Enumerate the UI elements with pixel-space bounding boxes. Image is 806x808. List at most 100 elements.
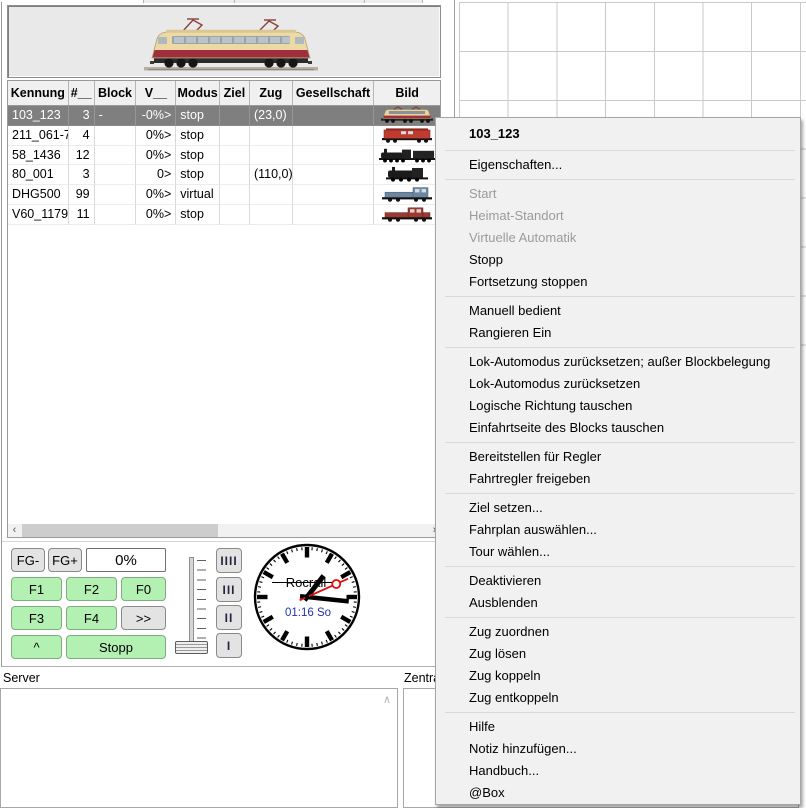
speed-step-button-IIII[interactable]: IIII <box>216 548 242 573</box>
cell-nr: 3 <box>68 165 95 186</box>
speed-step-button-II[interactable]: II <box>216 605 242 630</box>
locomotive-context-menu: 103_123 Eigenschaften... Start Heimat-Stan… <box>435 117 801 805</box>
column-header-kennung[interactable]: Kennung <box>8 81 69 105</box>
f1-button[interactable]: F1 <box>11 577 62 601</box>
cell-nr: 99 <box>68 185 95 205</box>
menu-item-rangieren-ein[interactable]: Rangieren Ein <box>469 325 552 340</box>
horizontal-scrollbar[interactable]: ‹ › <box>8 524 441 537</box>
f2-button[interactable]: F2 <box>66 577 117 601</box>
cell-bild <box>374 126 441 146</box>
menu-separator <box>445 493 795 494</box>
table-row-DHG500[interactable]: DHG500 99 0%> virtual <box>8 185 441 205</box>
menu-item-fahrtregler-freigeben[interactable]: Fahrtregler freigeben <box>469 471 591 486</box>
cell-zug <box>249 125 293 146</box>
column-header-modus[interactable]: Modus <box>176 81 221 105</box>
cell-block <box>94 165 137 186</box>
table-row-80_001[interactable]: 80_001 3 0> stop (110,0) <box>8 165 441 186</box>
menu-item-lok-automodus-zurücksetzen[interactable]: Lok-Automodus zurücksetzen <box>469 376 641 391</box>
menu-item-start: Start <box>469 186 497 201</box>
cell-modus: stop <box>176 125 221 146</box>
direction-caret-button[interactable]: ^ <box>11 635 62 659</box>
menu-item-manuell-bedient[interactable]: Manuell bedient <box>469 303 561 318</box>
column-header-ziel[interactable]: Ziel <box>220 81 250 105</box>
locomotive-br103-image <box>144 18 318 71</box>
column-header-nr[interactable]: #__ <box>69 81 95 105</box>
tab-divider <box>364 0 365 3</box>
stop-button[interactable]: Stopp <box>66 635 166 659</box>
menu-item-@box[interactable]: @Box <box>469 785 505 800</box>
scroll-up-arrow-icon[interactable]: ∧ <box>382 694 391 706</box>
table-row-103_123[interactable]: 103_123 3- -0%> stop (23,0) <box>8 106 441 126</box>
speed-display: 0% <box>86 548 166 572</box>
cell-bild <box>374 146 441 166</box>
menu-item-deaktivieren[interactable]: Deaktivieren <box>469 573 542 588</box>
cell-ziel <box>220 125 250 146</box>
cell-kennung: 211_061-7 <box>8 125 69 146</box>
column-header-zug[interactable]: Zug <box>250 81 293 105</box>
scroll-right-arrow-icon[interactable]: › <box>428 524 441 537</box>
column-header-v[interactable]: V__ <box>136 81 177 105</box>
menu-item-logische-richtung-tauschen[interactable]: Logische Richtung tauschen <box>469 398 633 413</box>
table-row-V60_1179[interactable]: V60_1179 11 0%> stop <box>8 204 441 225</box>
cell-v: 0%> <box>136 204 177 225</box>
menu-item-hilfe[interactable]: Hilfe <box>469 719 496 734</box>
menu-item-eigenschaften[interactable]: Eigenschaften... <box>469 157 563 172</box>
f0-button[interactable]: F0 <box>121 577 166 601</box>
menu-item-handbuch[interactable]: Handbuch... <box>469 763 540 778</box>
more-functions-button[interactable]: >> <box>121 606 166 630</box>
tab-strip-remnant <box>143 0 423 3</box>
cell-modus: stop <box>176 165 221 186</box>
loco-steam-tank-black <box>386 167 429 182</box>
menu-item-ausblenden[interactable]: Ausblenden <box>469 595 538 610</box>
speed-step-button-III[interactable]: III <box>216 577 242 602</box>
cell-modus: stop <box>176 204 221 225</box>
cell-gesellschaft <box>292 145 375 166</box>
menu-item-fahrplan-auswählen[interactable]: Fahrplan auswählen... <box>469 522 597 537</box>
menu-item-bereitstellen-für-regler[interactable]: Bereitstellen für Regler <box>469 449 602 464</box>
column-header-block[interactable]: Block <box>95 81 137 105</box>
menu-item-zug-zuordnen[interactable]: Zug zuordnen <box>469 624 550 639</box>
scrollbar-thumb[interactable] <box>22 524 218 537</box>
column-header-gesellschaft[interactable]: Gesellschaft <box>293 81 375 105</box>
table-row-211_061-7[interactable]: 211_061-7 4 0%> stop <box>8 125 441 146</box>
menu-item-zug-lösen[interactable]: Zug lösen <box>469 646 527 661</box>
speed-slider-thumb[interactable] <box>175 641 208 654</box>
table-row-58_1436[interactable]: 58_1436 12 0%> stop <box>8 145 441 166</box>
menu-item-zug-koppeln[interactable]: Zug koppeln <box>469 668 541 683</box>
cell-bild <box>374 165 441 186</box>
cell-kennung: V60_1179 <box>8 204 69 225</box>
menu-item-ziel-setzen[interactable]: Ziel setzen... <box>469 500 543 515</box>
cell-gesellschaft <box>292 185 375 205</box>
cell-v: 0%> <box>136 125 177 146</box>
menu-item-zug-entkoppeln[interactable]: Zug entkoppeln <box>469 690 559 705</box>
fg-plus-button[interactable]: FG+ <box>48 548 82 572</box>
menu-item-stopp[interactable]: Stopp <box>469 252 503 267</box>
menu-item-notiz-hinzufügen[interactable]: Notiz hinzufügen... <box>469 741 577 756</box>
cell-ziel <box>220 204 250 225</box>
cell-v: 0%> <box>136 145 177 166</box>
speed-step-button-I[interactable]: I <box>216 633 242 658</box>
tab-divider <box>234 0 235 3</box>
menu-item-einfahrtseite-des-blocks-tauschen[interactable]: Einfahrtseite des Blocks tauschen <box>469 420 665 435</box>
menu-item-tour-wählen[interactable]: Tour wählen... <box>469 544 550 559</box>
server-log-textarea[interactable]: ∧ <box>0 688 398 808</box>
menu-separator <box>445 150 795 151</box>
cell-ziel <box>220 145 250 166</box>
menu-item-lok-automodus-zurücksetzen-außer-blockbelegung[interactable]: Lok-Automodus zurücksetzen; außer Blockb… <box>469 354 771 369</box>
column-header-bild[interactable]: Bild <box>395 86 419 100</box>
cell-ziel <box>220 185 250 205</box>
clock-time-label: 01:16 So <box>285 607 331 619</box>
server-pane-label: Server <box>3 671 40 685</box>
menu-item-fortsetzung-stoppen[interactable]: Fortsetzung stoppen <box>469 274 588 289</box>
cell-bild <box>374 185 441 205</box>
menu-separator <box>445 179 795 180</box>
menu-separator <box>445 617 795 618</box>
table-header-row: Kennung #__ Block V__ Modus Ziel Zug Gesellscha… <box>8 81 440 106</box>
f3-button[interactable]: F3 <box>11 606 62 630</box>
f4-button[interactable]: F4 <box>66 606 117 630</box>
cell-block <box>94 185 137 205</box>
cell-kennung: DHG500 <box>8 185 69 205</box>
fg-minus-button[interactable]: FG- <box>11 548 45 572</box>
loco-diesel-red <box>382 128 433 143</box>
scroll-left-arrow-icon[interactable]: ‹ <box>12 524 17 536</box>
